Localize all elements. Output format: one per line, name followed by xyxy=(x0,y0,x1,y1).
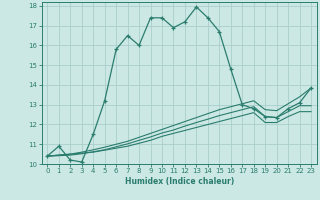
X-axis label: Humidex (Indice chaleur): Humidex (Indice chaleur) xyxy=(124,177,234,186)
